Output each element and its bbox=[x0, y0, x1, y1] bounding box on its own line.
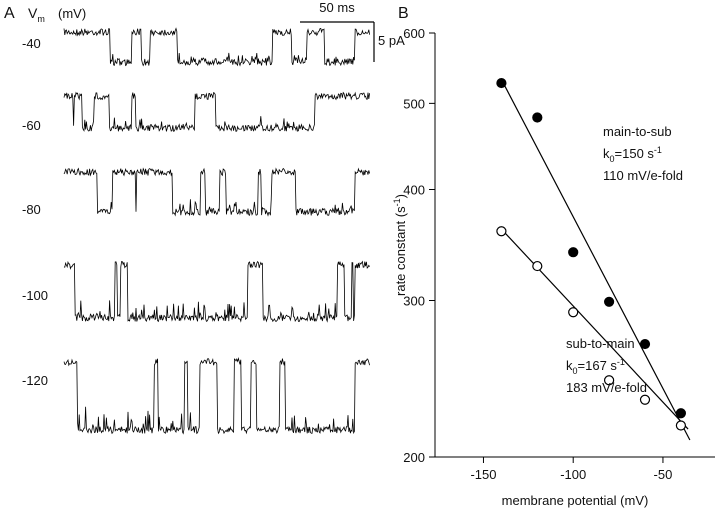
x-tick-label: -100 bbox=[560, 467, 586, 482]
fit-line bbox=[500, 228, 689, 430]
trace-label: -80 bbox=[22, 202, 41, 217]
y-tick-label: 400 bbox=[403, 182, 425, 197]
annotation-part: 0 bbox=[610, 154, 615, 164]
data-point bbox=[675, 420, 686, 431]
x-tick-label: -50 bbox=[654, 467, 673, 482]
current-trace bbox=[63, 167, 370, 217]
x-tick-label: -150 bbox=[470, 467, 496, 482]
current-trace bbox=[63, 91, 370, 133]
annotation-part: k bbox=[566, 358, 573, 373]
y-label-end: ) bbox=[393, 194, 408, 198]
data-point bbox=[604, 375, 615, 386]
y-tick-label: 600 bbox=[403, 26, 425, 41]
trace-label: -120 bbox=[22, 373, 48, 388]
annotation-part: k bbox=[603, 146, 610, 161]
trace-label: -40 bbox=[22, 36, 41, 51]
v-unit: (mV) bbox=[58, 6, 86, 21]
y-label-text: rate constant (s bbox=[393, 206, 408, 296]
data-point bbox=[568, 247, 579, 258]
data-point bbox=[568, 307, 579, 318]
y-axis-label: rate constant (s-1) bbox=[392, 194, 408, 296]
trace-label: -60 bbox=[22, 118, 41, 133]
x-axis-label: membrane potential (mV) bbox=[502, 493, 649, 508]
y-tick-label: 200 bbox=[403, 450, 425, 465]
annotation-part: -1 bbox=[654, 145, 662, 155]
current-trace bbox=[63, 356, 370, 435]
data-point bbox=[675, 408, 686, 419]
trace-label: -100 bbox=[22, 288, 48, 303]
panel-label: B bbox=[398, 5, 409, 22]
data-point bbox=[639, 338, 651, 350]
current-trace bbox=[63, 27, 370, 67]
annotation-part: 183 mV/e-fold bbox=[566, 380, 647, 395]
annotation: 110 mV/e-fold bbox=[603, 168, 683, 183]
annotation-part: =150 s bbox=[615, 146, 655, 161]
data-point bbox=[496, 226, 507, 237]
panel-label: A bbox=[4, 5, 15, 22]
data-point bbox=[639, 394, 651, 405]
y-tick-label: 500 bbox=[403, 96, 425, 111]
v-label: Vm bbox=[28, 5, 45, 24]
annotation-part: main-to-sub bbox=[603, 124, 672, 139]
annotation-part: 0 bbox=[573, 366, 578, 376]
annotation-part: sub-to-main bbox=[566, 336, 635, 351]
data-point bbox=[532, 260, 543, 272]
data-point bbox=[604, 296, 615, 307]
annotation: k0=150 s-1 bbox=[603, 145, 662, 164]
annotation: main-to-sub bbox=[603, 124, 672, 139]
annotation-part: -1 bbox=[617, 357, 625, 367]
y-label-sup: -1 bbox=[392, 198, 402, 206]
annotation-part: =167 s bbox=[578, 358, 618, 373]
annotation: k0=167 s-1 bbox=[566, 357, 625, 376]
current-trace bbox=[63, 260, 370, 323]
v: V bbox=[28, 5, 38, 21]
annotation: sub-to-main bbox=[566, 336, 635, 351]
time-bar-label: 50 ms bbox=[319, 0, 355, 15]
fit-line bbox=[500, 79, 691, 441]
current-bar-label: 5 pA bbox=[378, 33, 405, 48]
y-tick-label: 300 bbox=[403, 294, 425, 309]
v-sub: m bbox=[37, 14, 45, 24]
data-point bbox=[532, 112, 543, 123]
annotation: 183 mV/e-fold bbox=[566, 380, 647, 395]
annotation-part: 110 mV/e-fold bbox=[603, 168, 683, 183]
data-point bbox=[496, 77, 507, 89]
